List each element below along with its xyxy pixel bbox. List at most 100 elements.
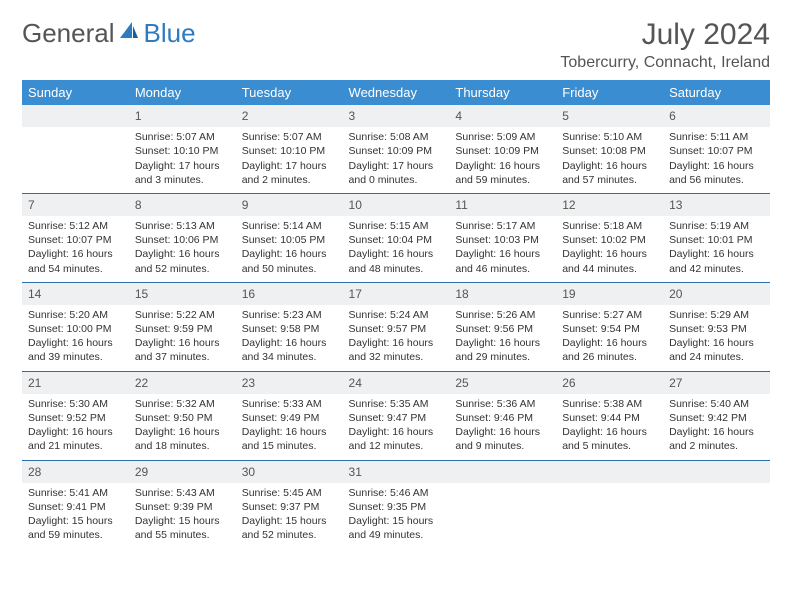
daylight-text: Daylight: 16 hours and 39 minutes. <box>28 336 123 364</box>
sunrise-text: Sunrise: 5:29 AM <box>669 308 764 322</box>
day-number: 26 <box>556 371 663 394</box>
daylight-text: Daylight: 16 hours and 29 minutes. <box>455 336 550 364</box>
day-cell: Sunrise: 5:09 AMSunset: 10:09 PMDaylight… <box>449 127 556 193</box>
day-cell: Sunrise: 5:32 AMSunset: 9:50 PMDaylight:… <box>129 394 236 460</box>
sunrise-text: Sunrise: 5:14 AM <box>242 219 337 233</box>
sunset-text: Sunset: 9:57 PM <box>349 322 444 336</box>
day-detail-row: Sunrise: 5:41 AMSunset: 9:41 PMDaylight:… <box>22 483 770 549</box>
day-cell: Sunrise: 5:35 AMSunset: 9:47 PMDaylight:… <box>343 394 450 460</box>
daylight-text: Daylight: 15 hours and 52 minutes. <box>242 514 337 542</box>
title-block: July 2024 Tobercurry, Connacht, Ireland <box>560 18 770 72</box>
day-number: 15 <box>129 282 236 305</box>
sunset-text: Sunset: 9:37 PM <box>242 500 337 514</box>
daylight-text: Daylight: 15 hours and 49 minutes. <box>349 514 444 542</box>
sunrise-text: Sunrise: 5:30 AM <box>28 397 123 411</box>
daylight-text: Daylight: 15 hours and 55 minutes. <box>135 514 230 542</box>
day-cell: Sunrise: 5:13 AMSunset: 10:06 PMDaylight… <box>129 216 236 282</box>
day-number: 23 <box>236 371 343 394</box>
sunset-text: Sunset: 9:42 PM <box>669 411 764 425</box>
day-number: 4 <box>449 105 556 127</box>
day-cell: Sunrise: 5:12 AMSunset: 10:07 PMDaylight… <box>22 216 129 282</box>
sunrise-text: Sunrise: 5:43 AM <box>135 486 230 500</box>
day-cell: Sunrise: 5:20 AMSunset: 10:00 PMDaylight… <box>22 305 129 371</box>
day-cell: Sunrise: 5:07 AMSunset: 10:10 PMDaylight… <box>129 127 236 193</box>
sunset-text: Sunset: 10:05 PM <box>242 233 337 247</box>
sunset-text: Sunset: 10:04 PM <box>349 233 444 247</box>
day-number: 25 <box>449 371 556 394</box>
sunrise-text: Sunrise: 5:38 AM <box>562 397 657 411</box>
day-cell: Sunrise: 5:46 AMSunset: 9:35 PMDaylight:… <box>343 483 450 549</box>
day-cell: Sunrise: 5:23 AMSunset: 9:58 PMDaylight:… <box>236 305 343 371</box>
daylight-text: Daylight: 16 hours and 5 minutes. <box>562 425 657 453</box>
sunrise-text: Sunrise: 5:22 AM <box>135 308 230 322</box>
day-cell: Sunrise: 5:27 AMSunset: 9:54 PMDaylight:… <box>556 305 663 371</box>
day-number: 30 <box>236 460 343 483</box>
day-cell: Sunrise: 5:33 AMSunset: 9:49 PMDaylight:… <box>236 394 343 460</box>
day-number: 7 <box>22 193 129 216</box>
day-number <box>663 460 770 483</box>
weekday-header: Tuesday <box>236 80 343 105</box>
day-cell: Sunrise: 5:26 AMSunset: 9:56 PMDaylight:… <box>449 305 556 371</box>
sunrise-text: Sunrise: 5:23 AM <box>242 308 337 322</box>
daylight-text: Daylight: 16 hours and 2 minutes. <box>669 425 764 453</box>
header: General Blue July 2024 Tobercurry, Conna… <box>22 18 770 72</box>
day-cell: Sunrise: 5:29 AMSunset: 9:53 PMDaylight:… <box>663 305 770 371</box>
weekday-header: Wednesday <box>343 80 450 105</box>
sunrise-text: Sunrise: 5:26 AM <box>455 308 550 322</box>
daylight-text: Daylight: 16 hours and 21 minutes. <box>28 425 123 453</box>
day-number: 14 <box>22 282 129 305</box>
day-number: 3 <box>343 105 450 127</box>
day-cell: Sunrise: 5:08 AMSunset: 10:09 PMDaylight… <box>343 127 450 193</box>
sunrise-text: Sunrise: 5:07 AM <box>242 130 337 144</box>
daylight-text: Daylight: 16 hours and 15 minutes. <box>242 425 337 453</box>
daylight-text: Daylight: 16 hours and 54 minutes. <box>28 247 123 275</box>
day-cell <box>556 483 663 549</box>
sunrise-text: Sunrise: 5:33 AM <box>242 397 337 411</box>
sunrise-text: Sunrise: 5:12 AM <box>28 219 123 233</box>
day-cell: Sunrise: 5:22 AMSunset: 9:59 PMDaylight:… <box>129 305 236 371</box>
daylight-text: Daylight: 15 hours and 59 minutes. <box>28 514 123 542</box>
weekday-header: Friday <box>556 80 663 105</box>
day-detail-row: Sunrise: 5:07 AMSunset: 10:10 PMDaylight… <box>22 127 770 193</box>
daylight-text: Daylight: 17 hours and 2 minutes. <box>242 159 337 187</box>
daylight-text: Daylight: 16 hours and 34 minutes. <box>242 336 337 364</box>
day-number: 27 <box>663 371 770 394</box>
day-number: 19 <box>556 282 663 305</box>
month-title: July 2024 <box>560 18 770 52</box>
day-number-row: 28293031 <box>22 460 770 483</box>
sunset-text: Sunset: 9:58 PM <box>242 322 337 336</box>
logo-sail-icon <box>118 18 140 49</box>
sunset-text: Sunset: 10:01 PM <box>669 233 764 247</box>
sunrise-text: Sunrise: 5:35 AM <box>349 397 444 411</box>
sunrise-text: Sunrise: 5:27 AM <box>562 308 657 322</box>
day-cell: Sunrise: 5:15 AMSunset: 10:04 PMDaylight… <box>343 216 450 282</box>
day-number: 11 <box>449 193 556 216</box>
sunset-text: Sunset: 9:35 PM <box>349 500 444 514</box>
day-cell: Sunrise: 5:10 AMSunset: 10:08 PMDaylight… <box>556 127 663 193</box>
day-detail-row: Sunrise: 5:20 AMSunset: 10:00 PMDaylight… <box>22 305 770 371</box>
day-cell: Sunrise: 5:41 AMSunset: 9:41 PMDaylight:… <box>22 483 129 549</box>
daylight-text: Daylight: 16 hours and 32 minutes. <box>349 336 444 364</box>
day-cell <box>22 127 129 193</box>
sunrise-text: Sunrise: 5:32 AM <box>135 397 230 411</box>
day-number: 1 <box>129 105 236 127</box>
sunset-text: Sunset: 9:44 PM <box>562 411 657 425</box>
sunset-text: Sunset: 10:00 PM <box>28 322 123 336</box>
sunset-text: Sunset: 9:49 PM <box>242 411 337 425</box>
day-number: 24 <box>343 371 450 394</box>
day-number: 17 <box>343 282 450 305</box>
daylight-text: Daylight: 16 hours and 46 minutes. <box>455 247 550 275</box>
day-cell: Sunrise: 5:38 AMSunset: 9:44 PMDaylight:… <box>556 394 663 460</box>
logo: General Blue <box>22 18 196 49</box>
day-number: 5 <box>556 105 663 127</box>
day-number <box>449 460 556 483</box>
sunrise-text: Sunrise: 5:08 AM <box>349 130 444 144</box>
sunset-text: Sunset: 9:52 PM <box>28 411 123 425</box>
location: Tobercurry, Connacht, Ireland <box>560 54 770 72</box>
sunset-text: Sunset: 9:50 PM <box>135 411 230 425</box>
sunset-text: Sunset: 10:07 PM <box>669 144 764 158</box>
day-number: 29 <box>129 460 236 483</box>
sunset-text: Sunset: 10:06 PM <box>135 233 230 247</box>
sunset-text: Sunset: 9:46 PM <box>455 411 550 425</box>
day-number: 16 <box>236 282 343 305</box>
